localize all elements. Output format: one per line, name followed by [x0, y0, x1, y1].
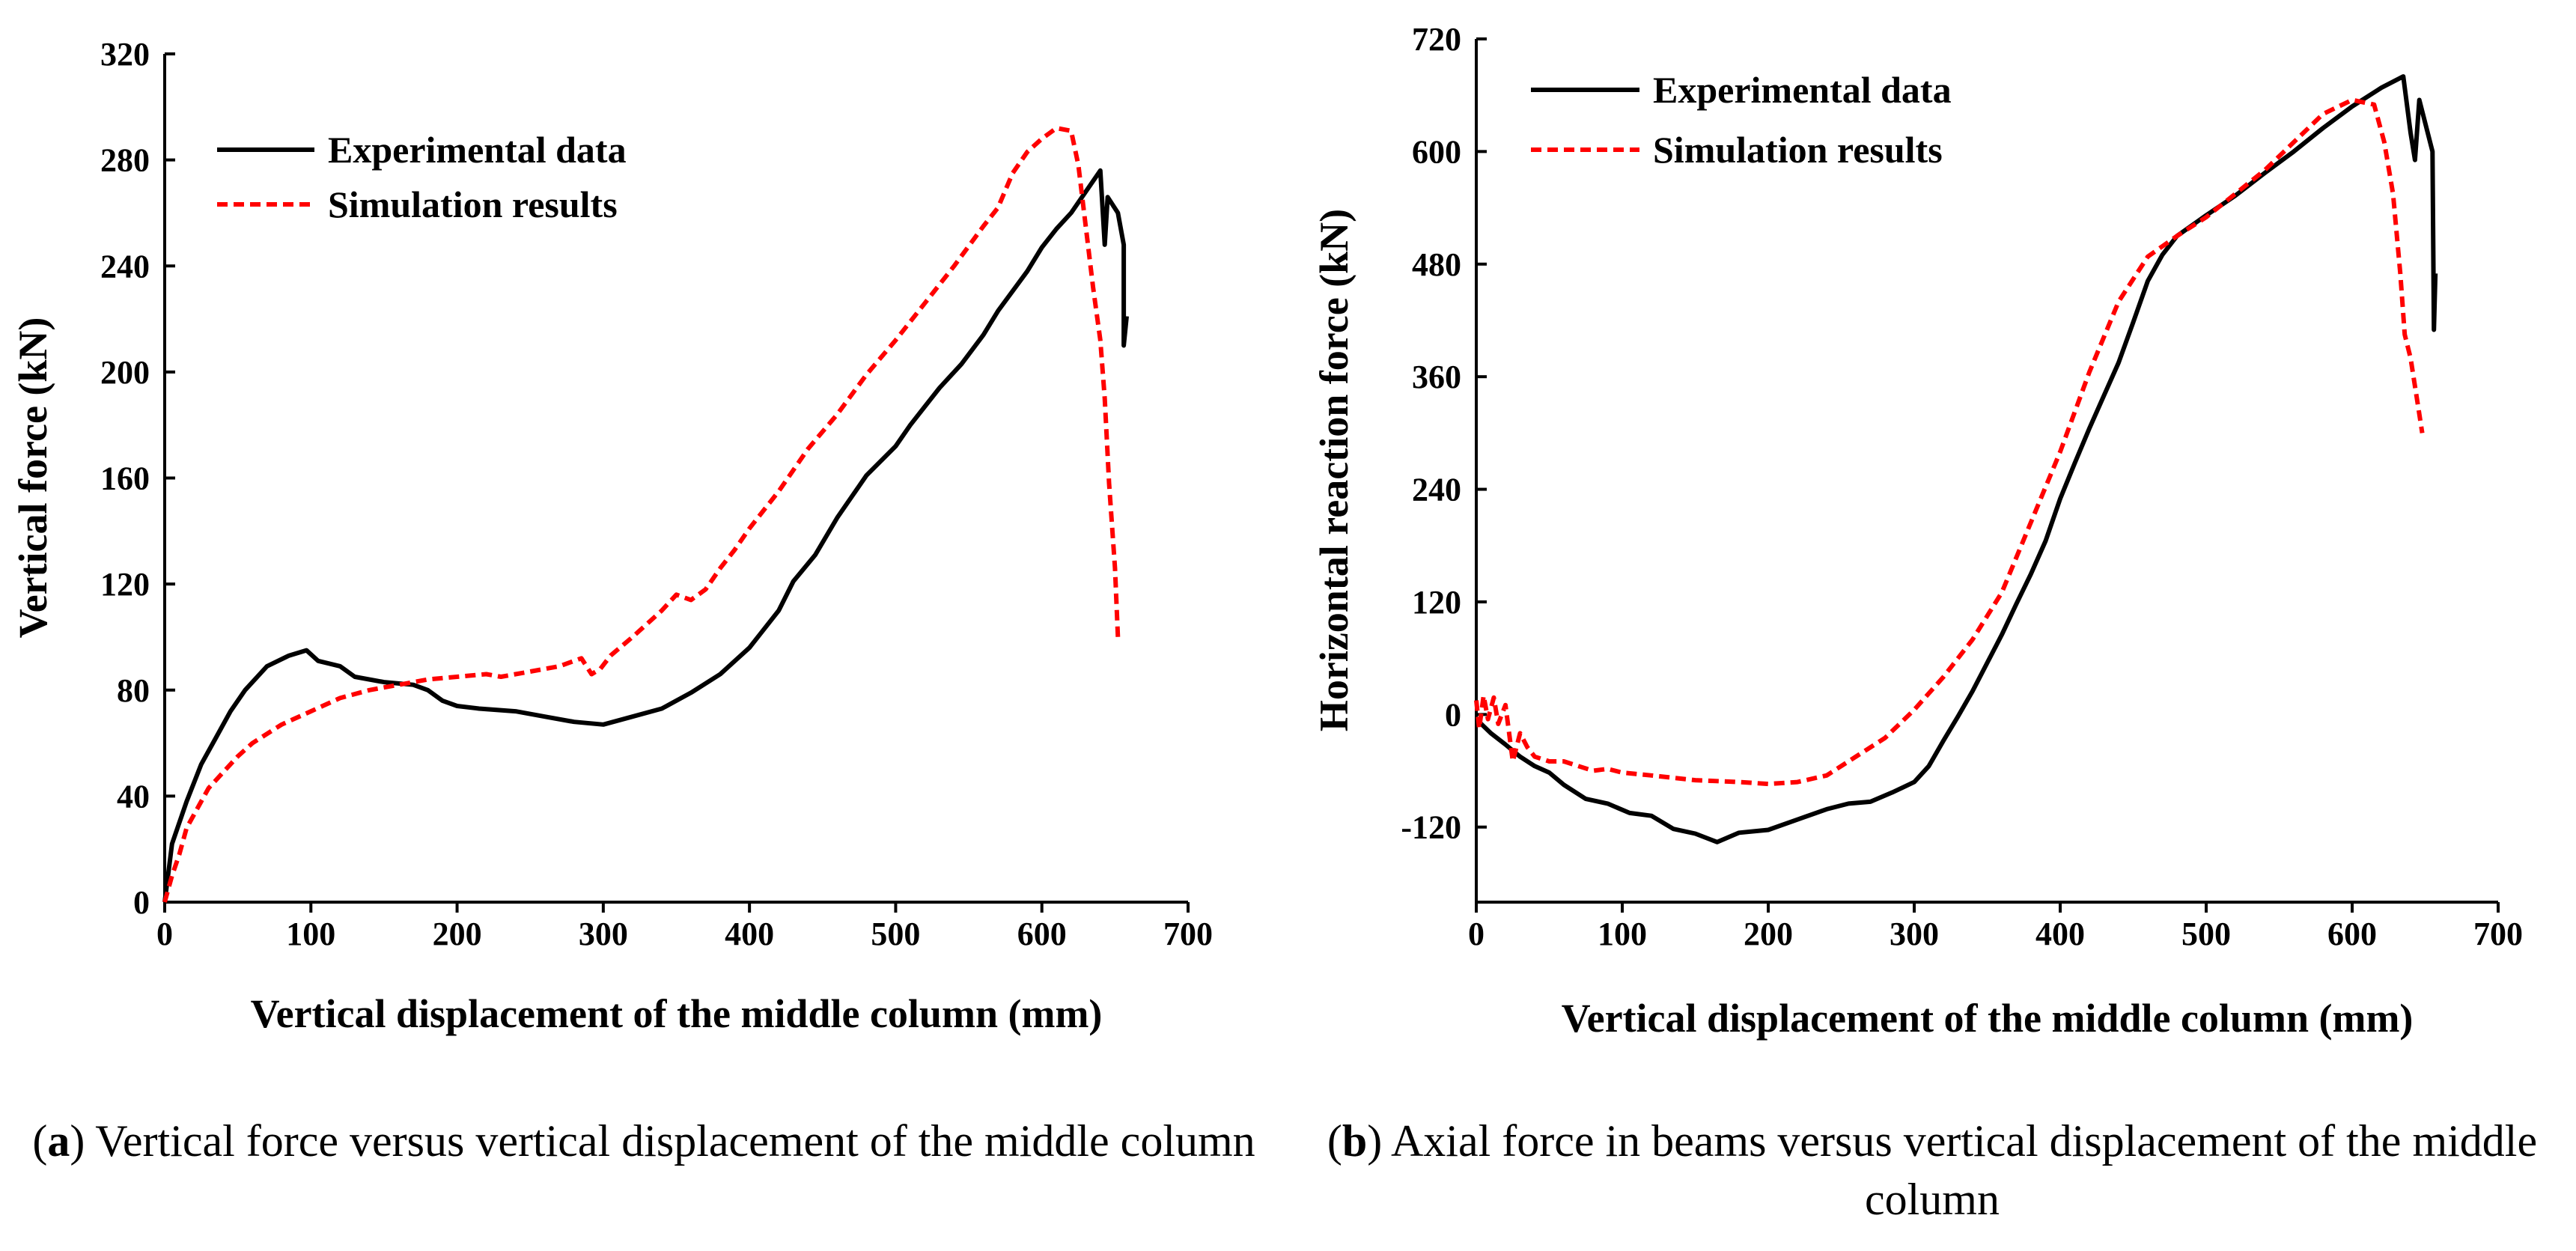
x-tick-label: 100: [286, 916, 335, 952]
y-tick-label: 0: [1445, 696, 1461, 733]
y-tick-label: 160: [100, 460, 150, 497]
x-tick-label: 400: [725, 916, 774, 952]
x-tick-label: 500: [2181, 916, 2231, 952]
chart-a: 0 40 80 120 160 200 240 280 320 0 100 200 300 400 500 6…: [10, 36, 1213, 1036]
x-tick-label: 100: [1598, 916, 1647, 952]
caption-a: (a) Vertical force versus vertical displ…: [32, 1116, 1255, 1166]
y-tick-label: 320: [100, 36, 150, 73]
legend-label: Experimental data: [1653, 69, 1952, 111]
series-line-simulation: [1474, 97, 2425, 787]
y-tick-label: 200: [100, 354, 150, 391]
x-tick-label: 200: [1744, 916, 1793, 952]
y-axis-title: Horizontal reaction force (kN): [1312, 209, 1356, 731]
y-tick-label: 360: [1412, 359, 1461, 395]
caption-b: (b) Axial force in beams versus vertical…: [1327, 1116, 2538, 1224]
y-tick-label: 600: [1412, 133, 1461, 170]
series-line-simulation: [162, 126, 1121, 903]
y-tick-label: 480: [1412, 246, 1461, 283]
x-tick-label: 300: [579, 916, 628, 952]
y-tick-label: 240: [1412, 472, 1461, 508]
x-tick-label: 0: [1468, 916, 1485, 952]
series-line-experimental: [1474, 74, 2438, 844]
y-tick-label: 120: [1412, 584, 1461, 621]
x-tick-label: 700: [1163, 916, 1213, 952]
x-tick-label: 0: [156, 916, 173, 952]
y-tick-label: 0: [133, 884, 150, 921]
legend-label: Simulation results: [1653, 129, 1943, 171]
x-tick-label: 600: [2327, 916, 2377, 952]
y-tick-label: 280: [100, 142, 150, 179]
chart-b: -120 0 120 240 360 480 600 720 0 100 200 300 400 500 6…: [1312, 21, 2523, 1041]
y-tick-label: 120: [100, 566, 150, 603]
legend-label: Experimental data: [328, 129, 627, 171]
caption-b-text: Axial force in beams versus vertical dis…: [1382, 1116, 2538, 1224]
y-tick-label: 720: [1412, 21, 1461, 58]
x-tick-label: 200: [433, 916, 482, 952]
legend-label: Simulation results: [328, 183, 618, 225]
y-tick-label: -120: [1401, 809, 1461, 846]
y-axis-title: Vertical force (kN): [10, 317, 55, 639]
x-tick-label: 300: [1890, 916, 1939, 952]
caption-b-letter: b: [1342, 1116, 1368, 1166]
x-axis-title: Vertical displacement of the middle colu…: [1562, 996, 2414, 1041]
y-tick-label: 240: [100, 248, 150, 284]
x-axis-title: Vertical displacement of the middle colu…: [251, 991, 1103, 1036]
y-tick-label: 40: [117, 778, 150, 815]
x-tick-label: 600: [1017, 916, 1067, 952]
x-tick-label: 700: [2473, 916, 2523, 952]
x-tick-label: 400: [2035, 916, 2085, 952]
y-tick-label: 80: [117, 672, 150, 709]
x-tick-label: 500: [871, 916, 920, 952]
series-line-experimental: [162, 168, 1129, 903]
caption-a-letter: a: [47, 1116, 70, 1166]
caption-a-text: Vertical force versus vertical displacem…: [85, 1116, 1255, 1166]
